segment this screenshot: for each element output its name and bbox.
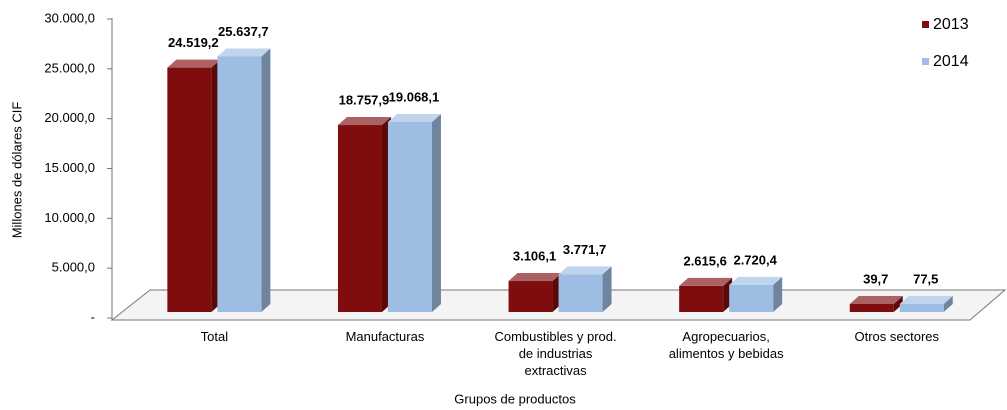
legend-swatch <box>922 58 929 65</box>
value-label: 39,7 <box>863 271 888 286</box>
bar-top <box>508 273 562 282</box>
value-label: 2.720,4 <box>733 252 777 267</box>
value-label: 18.757,9 <box>339 92 390 107</box>
value-label: 2.615,6 <box>683 253 726 268</box>
y-tick-label: 30.000,0 <box>44 10 95 25</box>
y-tick-label: 25.000,0 <box>44 60 95 75</box>
x-tick-line: Total <box>201 329 229 344</box>
y-tick-label: 10.000,0 <box>44 210 95 225</box>
bar <box>337 125 382 312</box>
x-tick-line: Manufacturas <box>346 329 425 344</box>
x-tick-line: Combustibles y prod. <box>494 329 616 344</box>
bar-top <box>899 296 953 304</box>
bar-side <box>602 266 612 312</box>
x-tick-line: extractivas <box>524 363 587 378</box>
bar-top <box>167 59 221 68</box>
x-axis-label: Grupos de productos <box>454 391 576 406</box>
bar <box>387 121 432 312</box>
bar <box>508 281 553 312</box>
bar-side <box>893 296 903 312</box>
bar-top <box>729 276 783 285</box>
bar-top <box>679 277 733 286</box>
bar <box>849 304 894 312</box>
value-label: 77,5 <box>913 271 938 286</box>
x-tick-label: Agropecuarios, alimentos y bebidas <box>669 329 784 361</box>
legend-swatch <box>922 21 929 28</box>
bar-side <box>773 276 783 312</box>
legend-label: 2013 <box>933 16 969 33</box>
bar-side <box>943 296 953 312</box>
x-tick-label: Combustibles y prod. de industrias extract… <box>494 329 616 378</box>
x-tick-label: Total <box>201 329 229 344</box>
x-tick-line: Agropecuarios, <box>682 329 769 344</box>
y-tick-label: - <box>91 309 95 324</box>
x-tick-line: Otros sectores <box>854 329 939 344</box>
value-label: 3.106,1 <box>513 248 556 263</box>
bar-side <box>261 48 271 312</box>
value-label: 3.771,7 <box>563 242 606 257</box>
bar-top <box>387 113 441 122</box>
x-tick-line: de industrias <box>519 346 593 361</box>
bar-top <box>558 266 612 275</box>
bar-top <box>849 296 903 304</box>
y-tick-label: 15.000,0 <box>44 160 95 175</box>
value-label: 19.068,1 <box>389 89 440 104</box>
x-tick-label: Otros sectores <box>854 329 939 344</box>
x-tick-label: Manufacturas <box>346 329 425 344</box>
legend-label: 2014 <box>933 53 969 70</box>
bar <box>558 274 603 312</box>
bar-side <box>431 113 441 312</box>
value-label: 25.637,7 <box>218 24 269 39</box>
bar <box>899 304 944 312</box>
bar-top <box>337 117 391 126</box>
y-tick-label: 20.000,0 <box>44 110 95 125</box>
bar-top <box>217 48 271 57</box>
bar <box>217 56 262 313</box>
bar <box>167 67 212 312</box>
bar <box>679 285 724 312</box>
value-label: 24.519,2 <box>168 35 219 50</box>
bar <box>729 284 774 312</box>
y-axis-label: Millones de dólares CIF <box>9 102 24 239</box>
y-tick-label: 5.000,0 <box>52 260 95 275</box>
x-tick-line: alimentos y bebidas <box>669 346 784 361</box>
